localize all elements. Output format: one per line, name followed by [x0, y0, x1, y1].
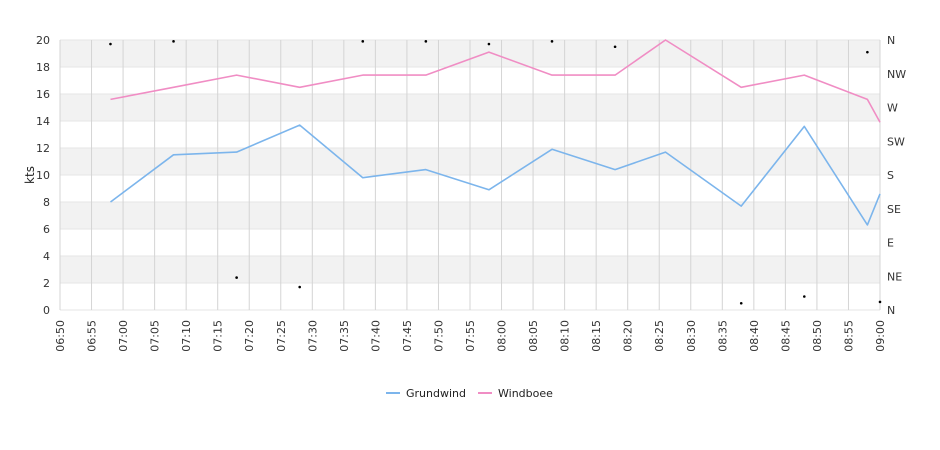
x-tick-label: 07:05 [149, 320, 162, 352]
direction-marker [866, 50, 869, 54]
y2-tick-label: W [887, 102, 898, 115]
y-tick-label: 16 [36, 88, 50, 101]
direction-marker [235, 276, 238, 279]
x-tick-label: 07:20 [243, 320, 256, 352]
x-tick-label: 06:55 [86, 320, 99, 352]
y2-tick-label: SW [887, 135, 905, 148]
x-tick-label: 07:15 [212, 320, 225, 352]
x-tick-label: 08:50 [811, 320, 824, 352]
legend-label-grundwind: Grundwind [406, 387, 466, 400]
x-tick-label: 07:30 [306, 320, 319, 352]
y2-tick-label: SE [887, 203, 901, 216]
series-line-grundwind [110, 124, 881, 226]
x-tick-label: 07:40 [369, 320, 382, 352]
x-tick-label: 08:40 [748, 320, 761, 352]
y-tick-label: 4 [43, 250, 50, 263]
x-tick-label: 08:30 [685, 320, 698, 352]
direction-marker [424, 40, 428, 43]
direction-marker [298, 285, 301, 289]
direction-marker [550, 40, 554, 43]
y2-tick-label: N [887, 304, 895, 317]
y-tick-label: 10 [36, 169, 50, 182]
y2-tick-label: N [887, 34, 895, 47]
legend-label-windboee: Windboee [498, 387, 553, 400]
x-tick-label: 08:45 [779, 320, 792, 352]
x-tick-label: 07:50 [432, 320, 445, 352]
y-tick-label: 18 [36, 61, 50, 74]
direction-marker [361, 40, 365, 43]
direction-marker [878, 300, 882, 304]
x-tick-label: 07:10 [180, 320, 193, 352]
y2-tick-label: NW [887, 68, 906, 81]
y2-tick-label: NE [887, 270, 902, 283]
y-tick-label: 14 [36, 115, 50, 128]
x-tick-label: 08:35 [716, 320, 729, 352]
x-tick-label: 08:55 [842, 320, 855, 352]
y2-tick-label: S [887, 169, 894, 182]
y-tick-label: 0 [43, 304, 50, 317]
direction-marker [487, 42, 491, 46]
x-tick-label: 08:15 [590, 320, 603, 352]
x-tick-label: 06:50 [54, 320, 67, 352]
x-tick-label: 08:20 [622, 320, 635, 352]
x-tick-label: 07:25 [275, 320, 288, 352]
x-tick-label: 07:55 [464, 320, 477, 352]
y-axis-title: kts [23, 166, 37, 184]
x-tick-label: 08:00 [496, 320, 509, 352]
y-tick-label: 6 [43, 223, 50, 236]
direction-marker [109, 42, 112, 46]
series-line-windboee [110, 39, 881, 123]
x-tick-label: 07:00 [117, 320, 130, 352]
x-tick-label: 08:05 [527, 320, 540, 352]
x-tick-label: 08:25 [653, 320, 666, 352]
direction-marker [613, 45, 617, 49]
y-tick-label: 20 [36, 34, 50, 47]
direction-marker [803, 295, 806, 298]
x-tick-label: 07:45 [401, 320, 414, 352]
y-tick-label: 2 [43, 277, 50, 290]
x-tick-label: 08:10 [559, 320, 572, 352]
direction-marker [739, 301, 743, 305]
x-tick-label: 07:35 [338, 320, 351, 352]
x-tick-label: 09:00 [874, 320, 887, 352]
y-tick-label: 12 [36, 142, 50, 155]
y2-tick-label: E [887, 237, 894, 250]
y-tick-label: 8 [43, 196, 50, 209]
direction-marker [172, 40, 175, 43]
